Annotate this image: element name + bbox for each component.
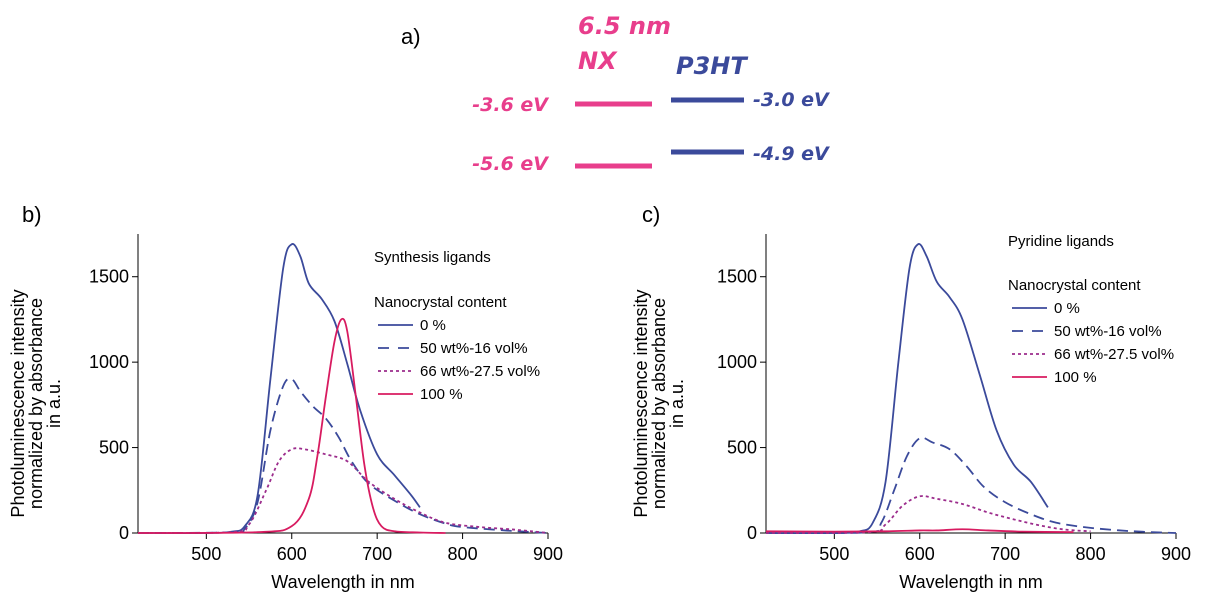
legend-label-3: 100 %: [420, 386, 463, 403]
panel-a-label: a): [401, 24, 421, 49]
p3ht-homo-label: -4.9 eV: [753, 143, 830, 165]
chart-synthesis-ligands: b) Synthesis ligands Nanocrystal content…: [8, 202, 563, 592]
nx-size-label: 6.5 nm: [578, 12, 671, 40]
chart-pyridine-ligands: c) Pyridine ligands Nanocrystal content …: [631, 202, 1191, 592]
x-tick-label: 700: [990, 544, 1020, 564]
y-axis-label-line: Photoluminescence intensity: [8, 289, 28, 517]
series-line-3: [765, 528, 1074, 534]
nx-lumo-label: -3.6 eV: [472, 94, 549, 116]
y-tick-label: 1500: [717, 267, 757, 287]
y-tick-label: 500: [99, 438, 129, 458]
nx-label: NX: [578, 47, 618, 75]
series-line-1: [765, 436, 1177, 535]
series-line-2: [765, 495, 1091, 534]
legend-label-2: 66 wt%-27.5 vol%: [420, 363, 540, 380]
x-tick-label: 600: [905, 544, 935, 564]
y-axis-label-line: normalized by absorbance: [649, 298, 669, 509]
legend-label-1: 50 wt%-16 vol%: [420, 340, 528, 357]
chart-c-legend-title: Nanocrystal content: [1008, 277, 1141, 294]
y-axis-label-line: in a.u.: [44, 379, 64, 428]
panel-c-label: c): [642, 202, 660, 227]
series-line-0: [765, 243, 1049, 535]
legend-label-1: 50 wt%-16 vol%: [1054, 323, 1162, 340]
x-tick-label: 600: [277, 544, 307, 564]
legend-label-0: 0 %: [1054, 300, 1080, 317]
series-line-0: [137, 243, 421, 535]
series-line-3: [137, 317, 446, 534]
series-line-2: [137, 447, 549, 534]
x-tick-label: 500: [191, 544, 221, 564]
x-tick-label: 900: [1161, 544, 1191, 564]
legend-label-0: 0 %: [420, 317, 446, 334]
x-axis-label: Wavelength in nm: [271, 572, 414, 592]
x-tick-label: 800: [448, 544, 478, 564]
nx-homo-label: -5.6 eV: [472, 153, 549, 175]
p3ht-lumo-label: -3.0 eV: [753, 89, 830, 111]
energy-level-diagram: a) 6.5 nm NX P3HT -3.6 eV -5.6 eV -3.0 e…: [401, 12, 830, 175]
y-tick-label: 1500: [89, 267, 129, 287]
x-tick-label: 800: [1076, 544, 1106, 564]
x-tick-label: 700: [362, 544, 392, 564]
chart-b-title: Synthesis ligands: [374, 249, 491, 266]
y-tick-label: 1000: [717, 352, 757, 372]
panel-b-label: b): [22, 202, 42, 227]
chart-b-legend-title: Nanocrystal content: [374, 294, 507, 311]
x-axis-label: Wavelength in nm: [899, 572, 1042, 592]
y-axis-label-line: in a.u.: [667, 379, 687, 428]
p3ht-label: P3HT: [676, 52, 748, 80]
y-tick-label: 500: [727, 438, 757, 458]
y-axis-label-line: Photoluminescence intensity: [631, 289, 651, 517]
y-axis-label-line: normalized by absorbance: [26, 298, 46, 509]
y-tick-label: 0: [119, 523, 129, 543]
x-tick-label: 900: [533, 544, 563, 564]
legend-label-2: 66 wt%-27.5 vol%: [1054, 346, 1174, 363]
y-tick-label: 1000: [89, 352, 129, 372]
series-line-1: [137, 377, 549, 534]
legend-label-3: 100 %: [1054, 369, 1097, 386]
x-tick-label: 500: [819, 544, 849, 564]
y-tick-label: 0: [747, 523, 757, 543]
chart-c-title: Pyridine ligands: [1008, 233, 1114, 250]
